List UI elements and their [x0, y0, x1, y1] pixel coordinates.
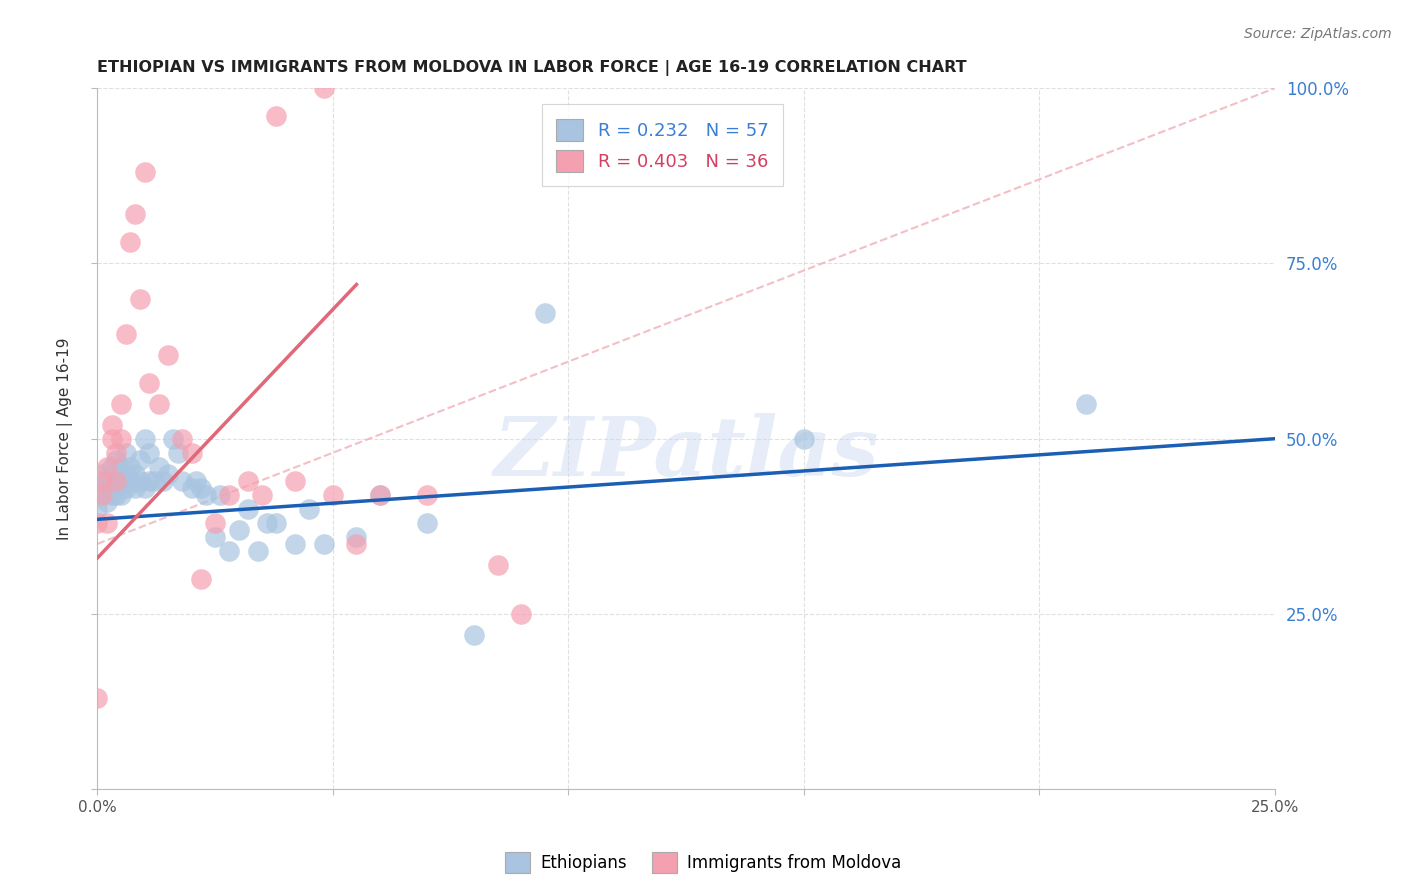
Point [128, 452, 150, 467]
Point [114, 481, 136, 495]
Point [138, 446, 160, 460]
Point [105, 474, 128, 488]
Point [96, 516, 118, 530]
Point [128, 474, 150, 488]
Point [110, 432, 132, 446]
Point [162, 432, 184, 446]
Point [124, 207, 146, 221]
Text: Source: ZipAtlas.com: Source: ZipAtlas.com [1244, 27, 1392, 41]
Point [246, 544, 269, 558]
Point [157, 467, 180, 481]
Point [463, 628, 485, 642]
Point [114, 467, 136, 481]
Point [510, 607, 533, 621]
Point [190, 481, 212, 495]
Point [793, 432, 815, 446]
Point [110, 474, 132, 488]
Point [86, 501, 108, 516]
Point [96, 495, 118, 509]
Point [134, 432, 156, 446]
Point [152, 474, 174, 488]
Point [120, 474, 142, 488]
Text: ZIPatlas: ZIPatlas [494, 413, 879, 492]
Point [100, 432, 122, 446]
Point [204, 516, 226, 530]
Point [312, 537, 335, 551]
Point [100, 488, 122, 502]
Point [228, 523, 250, 537]
Point [368, 488, 391, 502]
Point [100, 417, 122, 432]
Point [148, 397, 170, 411]
Point [114, 326, 136, 341]
Point [322, 488, 344, 502]
Point [110, 397, 132, 411]
Point [312, 81, 335, 95]
Point [194, 488, 217, 502]
Point [124, 481, 146, 495]
Point [105, 488, 128, 502]
Point [180, 481, 202, 495]
Point [284, 537, 307, 551]
Point [172, 432, 194, 446]
Point [256, 516, 278, 530]
Point [134, 481, 156, 495]
Point [346, 537, 368, 551]
Point [252, 488, 274, 502]
Point [100, 459, 122, 474]
Point [180, 446, 202, 460]
Point [91, 467, 114, 481]
Point [298, 501, 321, 516]
Point [100, 481, 122, 495]
Point [148, 459, 170, 474]
Point [166, 446, 188, 460]
Point [218, 544, 240, 558]
Point [204, 530, 226, 544]
Point [143, 474, 166, 488]
Point [368, 488, 391, 502]
Point [172, 474, 194, 488]
Point [346, 530, 368, 544]
Legend: Ethiopians, Immigrants from Moldova: Ethiopians, Immigrants from Moldova [498, 846, 908, 880]
Point [416, 516, 439, 530]
Point [91, 488, 114, 502]
Point [186, 474, 208, 488]
Point [486, 558, 509, 572]
Y-axis label: In Labor Force | Age 16-19: In Labor Force | Age 16-19 [58, 337, 73, 540]
Point [284, 474, 307, 488]
Point [190, 572, 212, 586]
Point [128, 292, 150, 306]
Point [1076, 397, 1098, 411]
Point [138, 474, 160, 488]
Point [238, 474, 260, 488]
Point [96, 474, 118, 488]
Point [86, 691, 108, 706]
Point [238, 501, 260, 516]
Point [218, 488, 240, 502]
Legend: R = 0.232   N = 57, R = 0.403   N = 36: R = 0.232 N = 57, R = 0.403 N = 36 [541, 104, 783, 186]
Point [157, 348, 180, 362]
Point [416, 488, 439, 502]
Point [105, 452, 128, 467]
Point [266, 109, 288, 123]
Point [120, 235, 142, 250]
Point [138, 376, 160, 390]
Point [124, 467, 146, 481]
Point [114, 446, 136, 460]
Text: ETHIOPIAN VS IMMIGRANTS FROM MOLDOVA IN LABOR FORCE | AGE 16-19 CORRELATION CHAR: ETHIOPIAN VS IMMIGRANTS FROM MOLDOVA IN … [97, 60, 967, 76]
Point [120, 459, 142, 474]
Point [96, 459, 118, 474]
Point [91, 474, 114, 488]
Point [266, 516, 288, 530]
Point [91, 488, 114, 502]
Point [110, 488, 132, 502]
Point [105, 474, 128, 488]
Point [86, 516, 108, 530]
Point [110, 459, 132, 474]
Point [534, 305, 557, 319]
Point [105, 446, 128, 460]
Point [134, 165, 156, 179]
Point [208, 488, 231, 502]
Point [86, 481, 108, 495]
